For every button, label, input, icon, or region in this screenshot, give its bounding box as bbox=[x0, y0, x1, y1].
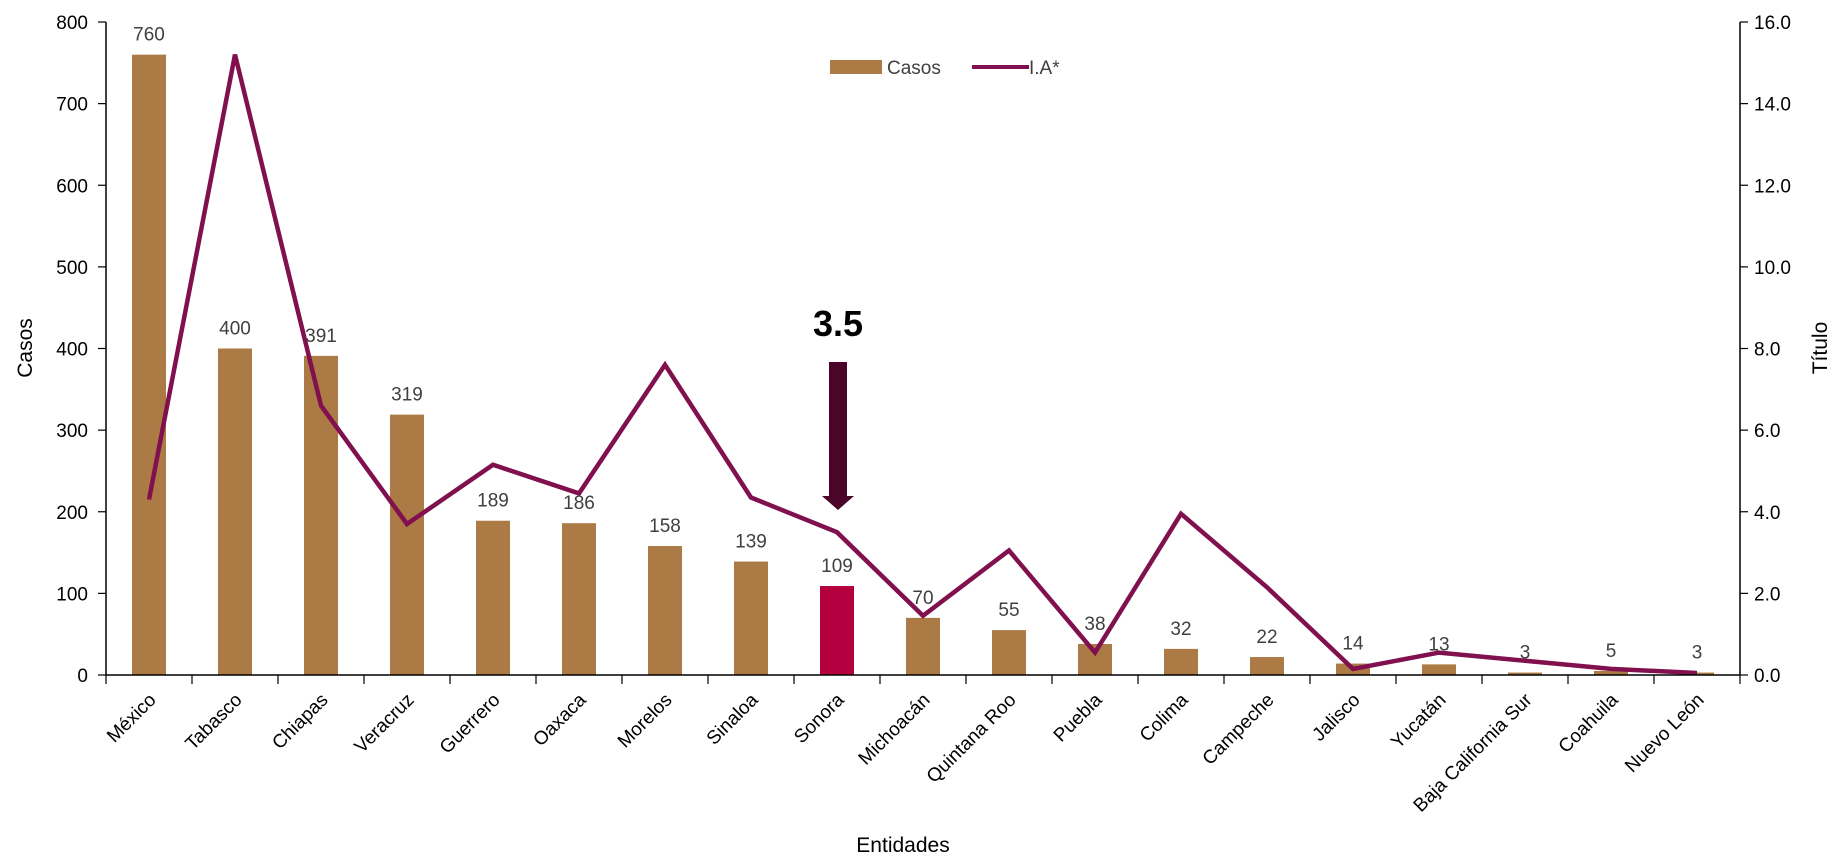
data-label-14: 14 bbox=[1342, 634, 1364, 655]
bar-8 bbox=[820, 586, 854, 675]
x-tick-label-17: Coahuila bbox=[1555, 689, 1623, 757]
x-tick-label-7: Sinaloa bbox=[703, 689, 763, 749]
y2-tick-label-4: 8.0 bbox=[1754, 340, 1780, 361]
bar-16 bbox=[1508, 672, 1542, 675]
y2-tick-label-3: 6.0 bbox=[1754, 421, 1780, 442]
line-layer bbox=[146, 54, 1698, 676]
x-tick-label-5: Oaxaca bbox=[529, 689, 590, 750]
bar-12 bbox=[1164, 648, 1198, 675]
y-tick-label-4: 400 bbox=[56, 340, 88, 361]
data-label-13: 22 bbox=[1256, 627, 1277, 648]
bar-5 bbox=[562, 523, 596, 675]
y-axis-title: Casos bbox=[14, 318, 37, 378]
x-axis-title: Entidades bbox=[856, 834, 949, 855]
legend-label-ia: I.A* bbox=[1029, 58, 1060, 79]
y-tick-label-1: 100 bbox=[56, 584, 88, 605]
y2-tick-label-1: 2.0 bbox=[1754, 584, 1780, 605]
x-tick-label-2: Chiapas bbox=[268, 690, 332, 754]
annotation-arrow bbox=[822, 362, 854, 510]
labels-layer: 760 400 391 319 189 186 158 139 109 70 55 38 32 22 14 1… bbox=[133, 25, 1702, 664]
y-tick-label-0: 0 bbox=[77, 666, 88, 687]
legend-swatch-casos bbox=[830, 60, 882, 74]
data-label-6: 158 bbox=[649, 516, 681, 537]
data-label-15: 13 bbox=[1428, 634, 1449, 655]
bar-7 bbox=[734, 561, 768, 675]
x-tick-label-4: Guerrero bbox=[436, 690, 505, 759]
y2-tick-label-0: 0.0 bbox=[1754, 666, 1780, 687]
data-label-2: 391 bbox=[305, 326, 337, 347]
x-tick-label-3: Veracruz bbox=[351, 690, 419, 758]
bar-10 bbox=[992, 630, 1026, 675]
y2-tick-label-7: 14.0 bbox=[1754, 95, 1791, 116]
data-label-4: 189 bbox=[477, 491, 509, 512]
x-tick-label-10: Quintana Roo bbox=[923, 690, 1021, 788]
data-label-17: 5 bbox=[1606, 641, 1617, 662]
bar-17 bbox=[1594, 670, 1628, 675]
bars-layer bbox=[132, 54, 1714, 675]
bar-0 bbox=[132, 54, 166, 675]
x-tick-label-11: Puebla bbox=[1050, 689, 1107, 746]
x-tick-label-1: Tabasco bbox=[182, 690, 247, 755]
bar-18 bbox=[1680, 672, 1714, 675]
y2-tick-label-8: 16.0 bbox=[1754, 13, 1791, 34]
y-tick-label-7: 700 bbox=[56, 95, 88, 116]
annotation-value: 3.5 bbox=[813, 303, 863, 344]
y2-tick-label-5: 10.0 bbox=[1754, 258, 1791, 279]
data-label-1: 400 bbox=[219, 319, 251, 340]
x-tick-label-14: Jalisco bbox=[1309, 690, 1365, 746]
x-tick-label-12: Colima bbox=[1136, 689, 1193, 746]
data-label-5: 186 bbox=[563, 493, 595, 514]
y-tick-label-3: 300 bbox=[56, 421, 88, 442]
x-tick-label-6: Morelos bbox=[614, 690, 677, 753]
data-label-7: 139 bbox=[735, 532, 767, 553]
bar-3 bbox=[390, 414, 424, 675]
bar-6 bbox=[648, 546, 682, 675]
x-tick-label-18: Nuevo León bbox=[1621, 690, 1708, 777]
bar-9 bbox=[906, 617, 940, 675]
ia-line bbox=[146, 54, 1698, 676]
y-tick-label-2: 200 bbox=[56, 503, 88, 524]
y-tick-label-6: 600 bbox=[56, 176, 88, 197]
y-tick-label-5: 500 bbox=[56, 258, 88, 279]
x-tick-label-15: Yucatán bbox=[1387, 690, 1450, 753]
data-label-12: 32 bbox=[1170, 619, 1191, 640]
annotation: 3.5 bbox=[813, 303, 863, 510]
data-label-11: 38 bbox=[1084, 614, 1105, 635]
data-label-9: 70 bbox=[912, 588, 933, 609]
data-label-3: 319 bbox=[391, 385, 423, 406]
bar-1 bbox=[218, 348, 252, 675]
data-label-18: 3 bbox=[1692, 643, 1703, 664]
x-tick-label-8: Sonora bbox=[790, 689, 848, 747]
bar-4 bbox=[476, 520, 510, 675]
data-label-0: 760 bbox=[133, 25, 165, 46]
x-tick-label-0: México bbox=[103, 690, 160, 747]
data-label-16: 3 bbox=[1520, 643, 1531, 664]
y2-tick-label-2: 4.0 bbox=[1754, 503, 1780, 524]
data-label-10: 55 bbox=[998, 600, 1019, 621]
x-tick-label-9: Michoacán bbox=[855, 690, 935, 770]
y2-tick-label-6: 12.0 bbox=[1754, 176, 1791, 197]
data-label-8: 109 bbox=[821, 556, 853, 577]
y2-axis-title: Título bbox=[1809, 322, 1832, 375]
legend-label-casos: Casos bbox=[887, 58, 941, 79]
y-tick-label-8: 800 bbox=[56, 13, 88, 34]
bar-15 bbox=[1422, 664, 1456, 675]
bar-13 bbox=[1250, 657, 1284, 675]
x-tick-label-13: Campeche bbox=[1199, 690, 1279, 770]
legend: Casos I.A* bbox=[830, 58, 1060, 79]
